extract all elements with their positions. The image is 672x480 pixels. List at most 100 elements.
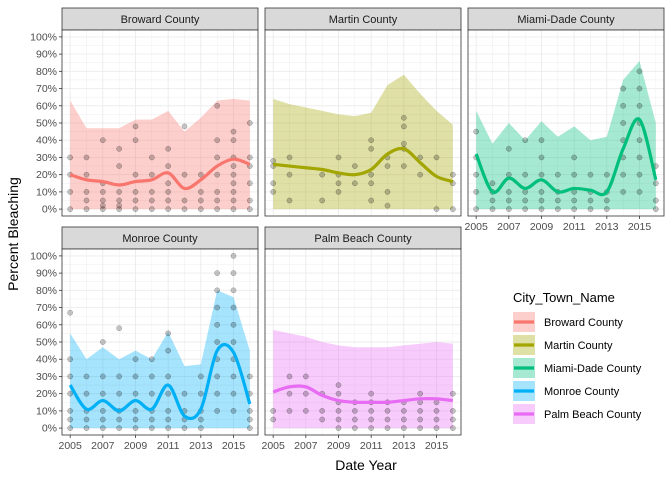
data-point [132,408,139,414]
trend-line [69,157,251,191]
data-point [368,180,375,187]
data-point [132,425,139,431]
data-point [246,373,253,380]
data-point [165,347,172,354]
data-point [181,123,188,130]
data-point [433,408,440,414]
data-point [368,171,375,178]
data-point [116,325,123,332]
data-point [67,356,74,363]
data-point [522,137,529,144]
legend-item: Monroe County [513,381,620,401]
data-point [286,373,293,380]
y-tick-label: 20% [36,388,57,400]
facet-monroe-county: Monroe County 0% 10% 20% 30% 40% 50% 60% 70% 80% 9… [30,226,259,452]
data-point [505,206,512,212]
data-point [587,197,594,204]
y-tick-label: 20% [36,169,57,181]
data-point [522,189,529,195]
data-point [197,425,204,431]
data-point [230,408,237,414]
facet-title: Martin County [329,14,398,26]
y-tick-label: 30% [36,371,57,383]
data-point [368,145,375,152]
data-point [473,128,480,135]
data-point [620,102,627,109]
grid [62,249,258,435]
data-point [148,171,155,178]
data-point [165,390,172,397]
x-tick-label: 2007 [497,221,521,233]
data-point [116,416,123,423]
data-point [433,206,440,212]
data-point [652,206,659,212]
data-point [148,206,155,212]
data-point [116,202,123,209]
data-point [148,197,155,204]
data-point [246,408,253,414]
data-point [652,180,659,187]
data-point [505,197,512,204]
data-point [417,171,424,178]
data-point [449,425,456,431]
x-tick-label: 2011 [563,221,586,233]
data-point [214,137,221,144]
data-point [116,197,123,204]
data-point [505,145,512,152]
y-tick-label: 10% [36,405,57,417]
x-tick-label: 2005 [464,221,488,233]
y-tick-label: 90% [36,268,57,280]
grid [265,249,461,435]
data-point [368,390,375,397]
data-point [116,373,123,380]
data-point [246,425,253,431]
grid [468,30,664,216]
data-point [522,197,529,204]
data-point [319,171,326,178]
data-point [571,197,578,204]
grid [62,30,258,216]
data-point [335,390,342,397]
data-point [230,180,237,187]
data-point [319,416,326,423]
data-point [83,390,90,397]
data-point [246,154,253,161]
data-point [197,390,204,397]
x-tick-label: 2007 [91,440,115,452]
data-point [449,416,456,423]
data-point [449,408,456,414]
y-tick-label: 50% [36,337,57,349]
y-tick-label: 70% [36,302,57,314]
data-point [417,425,424,431]
legend-label: Broward County [544,317,623,329]
data-point [148,154,155,161]
data-point [246,206,253,212]
data-point [99,197,106,204]
data-point [165,180,172,187]
y-tick-label: 40% [36,135,57,147]
x-tick-label: 2011 [157,440,180,452]
data-point [538,154,545,161]
y-axis-label: Percent Bleaching [5,177,21,291]
data-point [99,206,106,212]
data-point [636,154,643,161]
data-point [197,171,204,178]
data-point [351,163,358,169]
data-point [505,189,512,195]
data-point [571,171,578,178]
data-point [400,163,407,169]
data-point [116,163,123,169]
data-point [417,416,424,423]
data-point [214,321,221,328]
data-point [148,390,155,397]
data-point [384,202,391,209]
data-point [286,171,293,178]
data-point [319,408,326,414]
data-point [83,206,90,212]
data-point [384,408,391,414]
legend-item: Miami-Dade County [513,358,642,378]
data-point [132,197,139,204]
confidence-band [273,329,453,429]
data-point [83,189,90,195]
data-point [132,123,139,130]
